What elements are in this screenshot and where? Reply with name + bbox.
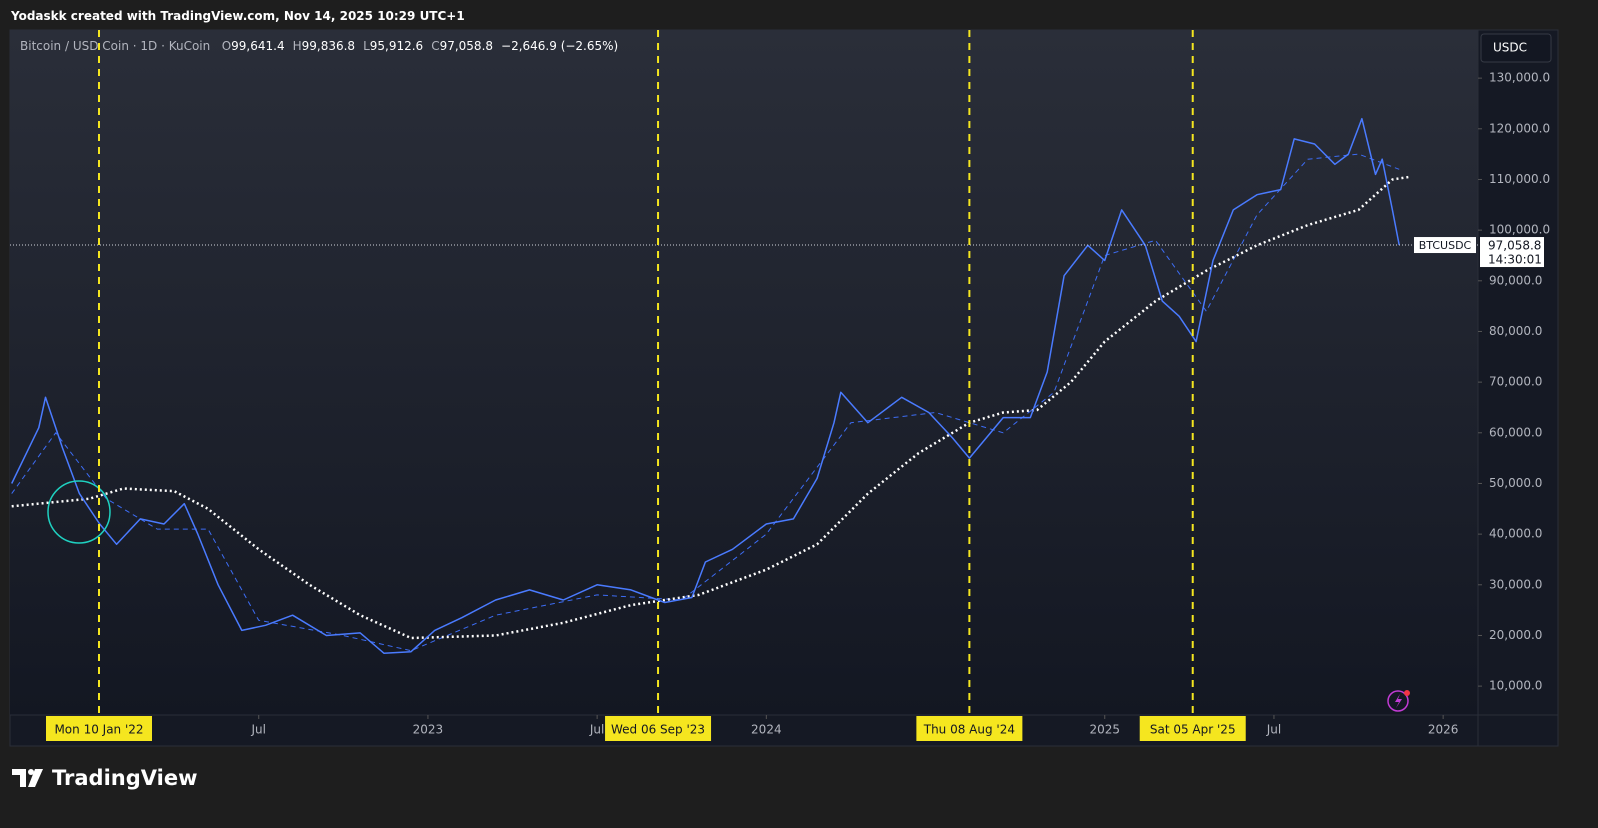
series-line <box>11 117 1400 654</box>
brand: TradingView <box>52 766 197 790</box>
series-line <box>11 175 1410 640</box>
alert-icon <box>1387 690 1409 712</box>
legend-header: Bitcoin / USD Coin · 1D · KuCoin O99,641… <box>20 39 626 53</box>
plot-area <box>10 30 1478 715</box>
ohlc-key: C <box>431 39 440 53</box>
ohlc-key: L <box>363 39 370 53</box>
ohlc-key: H <box>292 39 302 53</box>
ohlc-value: 99,641.4 <box>231 39 285 53</box>
y-tick-label: 90,000.0 <box>1489 273 1542 287</box>
currency-box <box>1480 33 1552 63</box>
symbol-title: Bitcoin / USD Coin · 1D · KuCoin <box>20 39 211 53</box>
alert-dot <box>1404 690 1410 696</box>
symbol: BTCUSDC <box>1419 239 1472 252</box>
x-tick-label: Jul <box>589 723 604 737</box>
last-price: 97,058.8 <box>1488 239 1541 253</box>
y-tick-label: 130,000.0 <box>1489 71 1550 85</box>
annotation-tag <box>46 716 153 741</box>
x-tick-label: 2025 <box>1089 723 1120 737</box>
ohlc-value: 97,058.8 <box>439 39 494 53</box>
ohlc-value: 99,836.8 <box>301 39 356 53</box>
annotation-tag <box>1139 716 1246 741</box>
annotation-label: Mon 10 Jan '22 <box>54 723 143 737</box>
annotation-label: Sat 05 Apr '25 <box>1150 723 1236 737</box>
y-tick-label: 60,000.0 <box>1489 425 1542 439</box>
alert-bolt <box>1395 694 1402 708</box>
x-tick-label: 2023 <box>413 723 444 737</box>
change: −2,646.9 (−2.65%) <box>501 39 619 53</box>
x-tick-label: Jul <box>250 723 265 737</box>
x-tick-label: 2026 <box>1428 723 1459 737</box>
annotation-label: Wed 06 Sep '23 <box>611 723 705 737</box>
y-tick-label: 20,000.0 <box>1489 628 1542 642</box>
annotation-tag <box>916 716 1023 741</box>
y-tick-label: 120,000.0 <box>1489 121 1550 135</box>
annotation-tag <box>605 716 712 741</box>
highlight-circle <box>47 480 111 544</box>
x-tick-label: Jul <box>1266 723 1281 737</box>
annotation-label: Thu 08 Aug '24 <box>923 723 1015 737</box>
currency: USDC <box>1493 41 1527 55</box>
y-tick-label: 40,000.0 <box>1489 527 1542 541</box>
y-tick-label: 110,000.0 <box>1489 172 1550 186</box>
y-tick-label: 10,000.0 <box>1489 679 1542 693</box>
countdown: 14:30:01 <box>1488 253 1542 267</box>
brand-logo <box>12 769 43 787</box>
symbol-tag <box>1414 237 1476 254</box>
ohlc-value: 95,912.6 <box>369 39 424 53</box>
y-tick-label: 100,000.0 <box>1489 223 1550 237</box>
y-tick-label: 50,000.0 <box>1489 476 1542 490</box>
logo-part <box>28 769 34 775</box>
ohlc-key: O <box>221 39 232 53</box>
price-tag <box>1480 237 1544 268</box>
y-tick-label: 80,000.0 <box>1489 324 1542 338</box>
logo-part <box>12 769 26 787</box>
y-tick-label: 30,000.0 <box>1489 577 1542 591</box>
y-tick-label: 70,000.0 <box>1489 375 1542 389</box>
credit: Yodaskk created with TradingView.com, No… <box>11 9 465 23</box>
plot <box>10 117 1478 654</box>
logo-part <box>28 769 43 787</box>
x-tick-label: 2024 <box>751 723 782 737</box>
